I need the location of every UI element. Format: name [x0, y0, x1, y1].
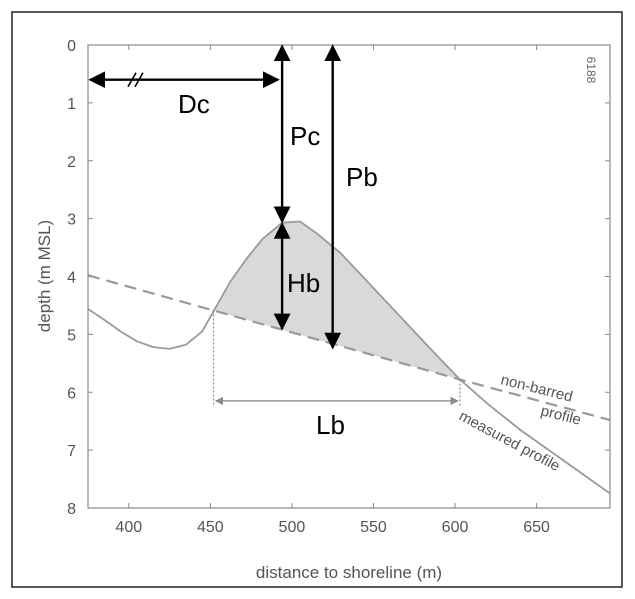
guide-layer — [213, 310, 461, 407]
y-tick-label: 2 — [67, 154, 76, 171]
y-tick-label: 7 — [67, 443, 76, 460]
x-tick-label: 550 — [360, 519, 387, 536]
x-tick-label: 450 — [197, 519, 224, 536]
dc-break-mark — [127, 72, 137, 88]
figure-id-label: 6188 — [584, 57, 598, 84]
y-tick-label: 3 — [67, 212, 76, 229]
label-non-barred-profile: profile — [539, 402, 583, 428]
sandbar-area — [213, 221, 460, 380]
measured-profile-line — [87, 220, 611, 495]
label-hb: Hb — [287, 268, 320, 298]
tick-label-layer: 400 450 500 550 600 650 0 1 2 3 4 5 6 7 8 — [67, 38, 550, 536]
label-pb: Pb — [346, 162, 378, 192]
x-tick-label: 650 — [523, 519, 550, 536]
outer-frame — [11, 11, 623, 588]
x-tick-label: 400 — [115, 519, 142, 536]
y-tick-label: 0 — [67, 38, 76, 55]
y-tick-label: 8 — [67, 501, 76, 518]
y-axis-label: depth (m MSL) — [35, 220, 54, 332]
bar-fill-layer — [213, 221, 460, 380]
y-tick-label: 4 — [67, 270, 76, 287]
y-tick-label: 1 — [67, 96, 76, 113]
plot-frame — [87, 44, 611, 509]
label-lb: Lb — [316, 410, 345, 440]
dc-break-mark — [134, 72, 144, 88]
x-tick-label: 500 — [279, 519, 306, 536]
series-layer — [87, 220, 611, 495]
y-tick-label: 5 — [67, 327, 76, 344]
x-axis-label: distance to shoreline (m) — [256, 563, 442, 582]
y-tick-label: 6 — [67, 385, 76, 402]
x-tick-label: 600 — [442, 519, 469, 536]
arrow-layer — [88, 44, 342, 350]
label-dc: Dc — [178, 89, 210, 119]
non-barred-profile-line — [87, 274, 611, 422]
label-pc: Pc — [290, 121, 320, 151]
